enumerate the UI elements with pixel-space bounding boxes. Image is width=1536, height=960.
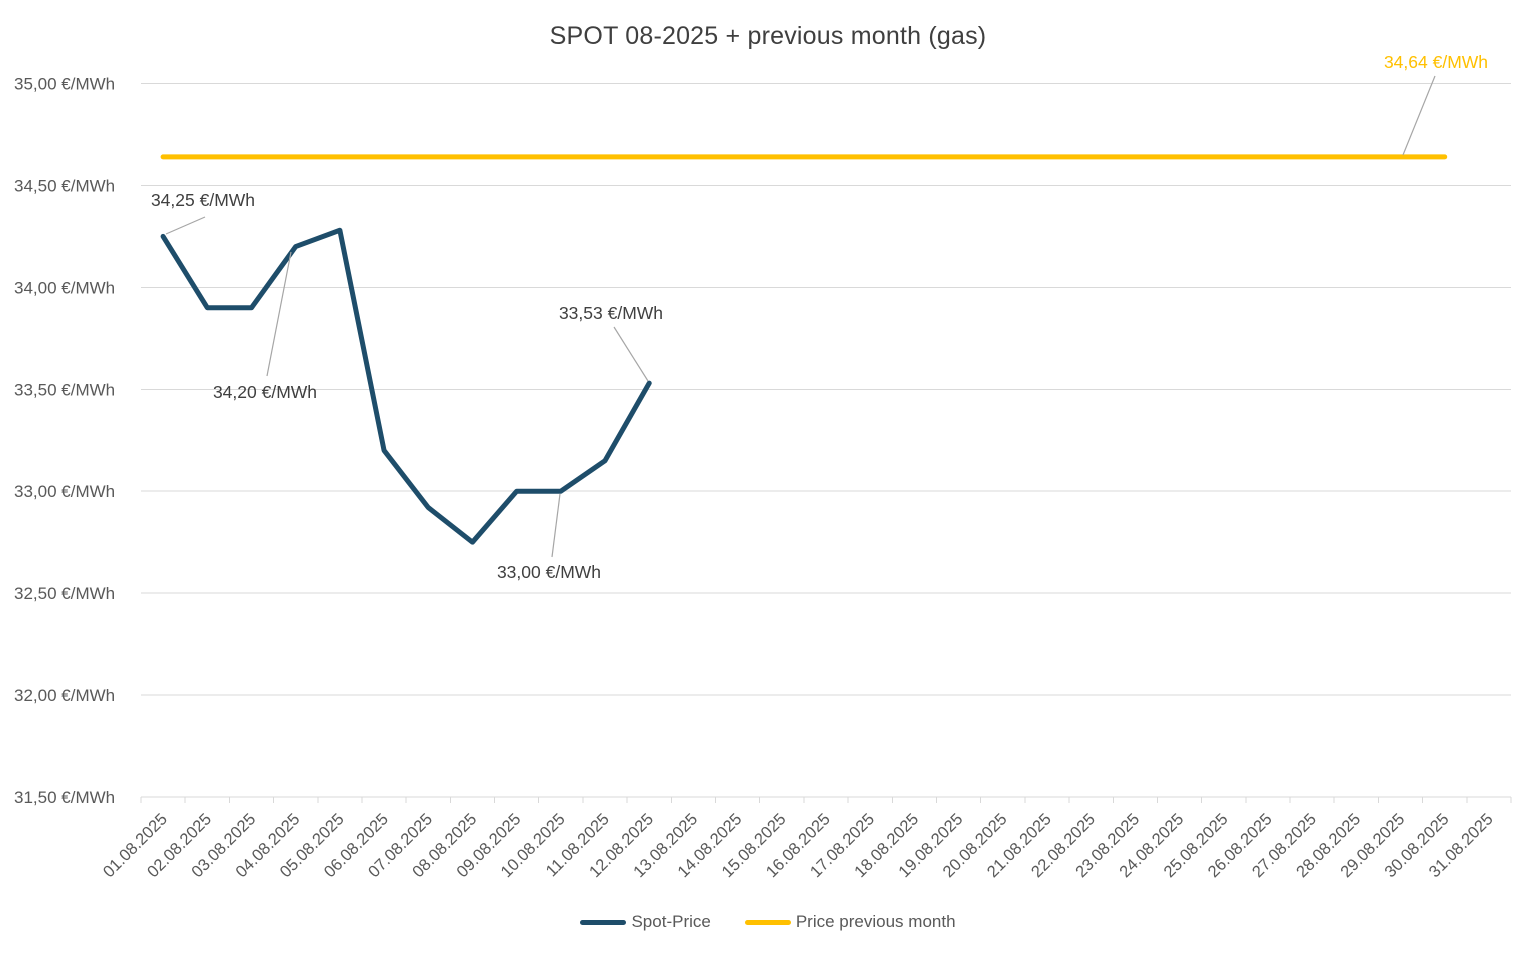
annotation-leader-line [613, 326, 649, 382]
annotation-label: 34,25 €/MWh [151, 190, 255, 210]
y-axis-tick-label: 34,00 €/MWh [14, 278, 115, 297]
previous-month-legend-label: Price previous month [795, 912, 956, 931]
y-axis-tick-label: 31,50 €/MWh [14, 788, 115, 807]
y-axis-tick-label: 32,50 €/MWh [14, 584, 115, 603]
annotation-label: 33,53 €/MWh [559, 303, 663, 323]
spot-price-legend-swatch [580, 919, 627, 925]
annotation-leader-line [165, 216, 206, 235]
annotation-label: 34,20 €/MWh [213, 382, 317, 402]
y-axis-tick-label: 32,00 €/MWh [14, 686, 115, 705]
annotation-leader-line [1402, 75, 1436, 156]
annotation-label: 33,00 €/MWh [497, 562, 601, 582]
spot-price-line [160, 227, 652, 545]
annotation-leader-line [551, 493, 561, 558]
annotation-leader-line [266, 251, 292, 377]
y-axis-tick-label: 34,50 €/MWh [14, 176, 115, 195]
spot-price-legend-label: Spot-Price [631, 912, 711, 931]
chart-title: SPOT 08-2025 + previous month (gas) [549, 22, 987, 50]
legend-item-spot-price: Spot-Price [580, 912, 711, 932]
y-axis-tick-label: 35,00 €/MWh [14, 75, 115, 94]
legend: Spot-Price Price previous month [0, 912, 1536, 932]
y-axis-tick-label: 33,00 €/MWh [14, 482, 115, 501]
previous-month-legend-swatch [744, 919, 791, 925]
annotation-label: 34,64 €/MWh [1384, 52, 1488, 72]
y-axis-tick-label: 33,50 €/MWh [14, 380, 115, 399]
legend-item-previous-month: Price previous month [744, 912, 956, 932]
